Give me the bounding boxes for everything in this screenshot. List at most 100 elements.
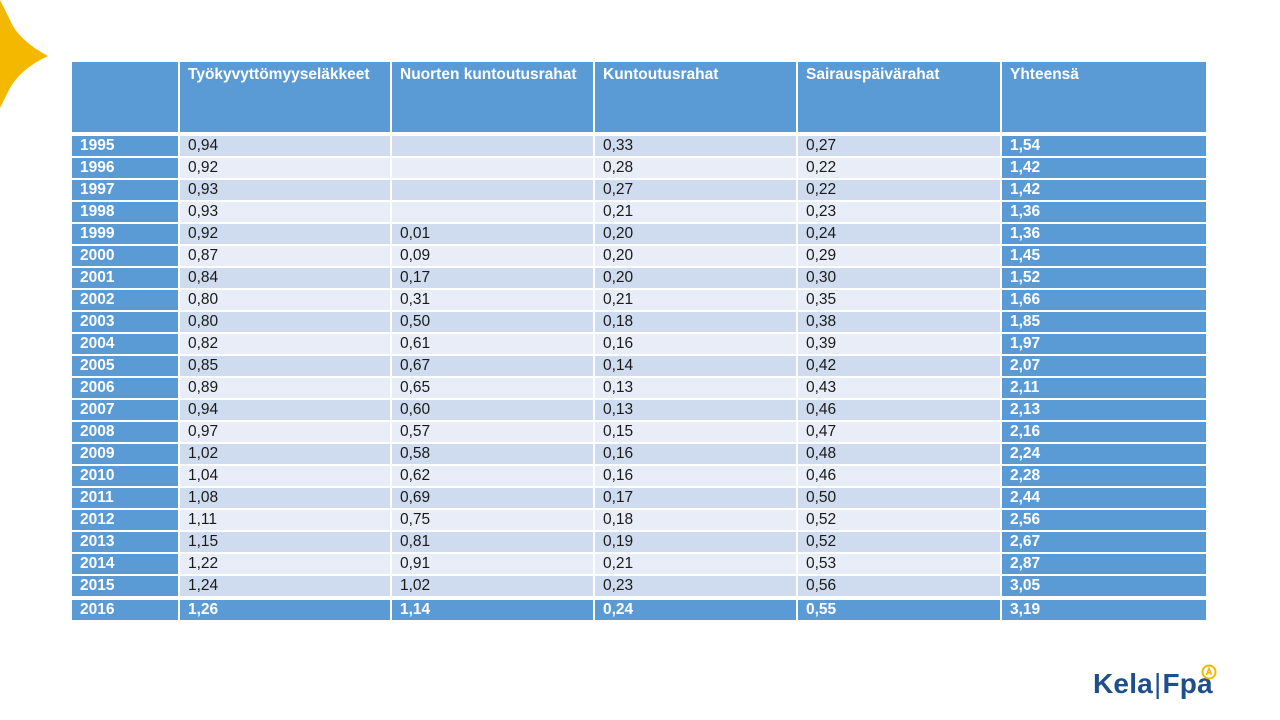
cell-year: 2001 (70, 266, 180, 290)
cell-nuorten-kuntoutusrahat: 0,69 (390, 486, 595, 510)
cell-kuntoutusrahat: 0,16 (593, 442, 798, 466)
cell-nuorten-kuntoutusrahat: 0,75 (390, 508, 595, 532)
cell-yhteensa: 1,36 (1000, 200, 1208, 224)
cell-yhteensa: 2,28 (1000, 464, 1208, 488)
cell-nuorten-kuntoutusrahat (390, 200, 595, 224)
table-row: 2014 1,22 0,91 0,21 0,53 2,87 (70, 552, 1208, 576)
cell-tyokyvyttomyyselakkeet: 1,22 (178, 552, 392, 576)
cell-sairauspaivarahat: 0,55 (796, 596, 1002, 622)
cell-year: 2015 (70, 574, 180, 599)
cell-sairauspaivarahat: 0,46 (796, 398, 1002, 422)
cell-kuntoutusrahat: 0,18 (593, 508, 798, 532)
cell-year: 2005 (70, 354, 180, 378)
cell-yhteensa: 2,16 (1000, 420, 1208, 444)
cell-yhteensa: 1,97 (1000, 332, 1208, 356)
cell-kuntoutusrahat: 0,16 (593, 464, 798, 488)
cell-sairauspaivarahat: 0,22 (796, 178, 1002, 202)
table-row: 2016 1,26 1,14 0,24 0,55 3,19 (70, 596, 1208, 622)
cell-year: 1997 (70, 178, 180, 202)
cell-yhteensa: 3,19 (1000, 596, 1208, 622)
table-row: 2000 0,87 0,09 0,20 0,29 1,45 (70, 244, 1208, 268)
cell-yhteensa: 1,42 (1000, 178, 1208, 202)
cell-sairauspaivarahat: 0,23 (796, 200, 1002, 224)
table-row: 2001 0,84 0,17 0,20 0,30 1,52 (70, 266, 1208, 290)
cell-tyokyvyttomyyselakkeet: 0,85 (178, 354, 392, 378)
cell-yhteensa: 1,85 (1000, 310, 1208, 334)
cell-nuorten-kuntoutusrahat (390, 178, 595, 202)
table-row: 2015 1,24 1,02 0,23 0,56 3,05 (70, 574, 1208, 599)
header-cell-yhteensa: Yhteensä (1000, 60, 1208, 136)
table-row: 2002 0,80 0,31 0,21 0,35 1,66 (70, 288, 1208, 312)
cell-year: 2010 (70, 464, 180, 488)
cell-nuorten-kuntoutusrahat: 0,57 (390, 420, 595, 444)
cell-tyokyvyttomyyselakkeet: 1,24 (178, 574, 392, 599)
cell-tyokyvyttomyyselakkeet: 0,87 (178, 244, 392, 268)
cell-kuntoutusrahat: 0,28 (593, 156, 798, 180)
cell-yhteensa: 2,87 (1000, 552, 1208, 576)
table-row: 1997 0,93 0,27 0,22 1,42 (70, 178, 1208, 202)
cell-sairauspaivarahat: 0,38 (796, 310, 1002, 334)
cell-nuorten-kuntoutusrahat: 0,60 (390, 398, 595, 422)
cell-yhteensa: 2,67 (1000, 530, 1208, 554)
cell-year: 1998 (70, 200, 180, 224)
header-cell-tyokyvyttomyyselakkeet: Työkyvyttömyyseläkkeet (178, 60, 392, 136)
cell-kuntoutusrahat: 0,20 (593, 222, 798, 246)
cell-nuorten-kuntoutusrahat: 0,01 (390, 222, 595, 246)
cell-tyokyvyttomyyselakkeet: 0,94 (178, 398, 392, 422)
cell-sairauspaivarahat: 0,50 (796, 486, 1002, 510)
cell-tyokyvyttomyyselakkeet: 0,80 (178, 288, 392, 312)
cell-tyokyvyttomyyselakkeet: 0,89 (178, 376, 392, 400)
cell-tyokyvyttomyyselakkeet: 1,11 (178, 508, 392, 532)
cell-yhteensa: 2,11 (1000, 376, 1208, 400)
table-row: 1998 0,93 0,21 0,23 1,36 (70, 200, 1208, 224)
cell-tyokyvyttomyyselakkeet: 1,15 (178, 530, 392, 554)
header-cell-year (70, 60, 180, 136)
cell-yhteensa: 1,36 (1000, 222, 1208, 246)
cell-sairauspaivarahat: 0,52 (796, 530, 1002, 554)
table-row: 2010 1,04 0,62 0,16 0,46 2,28 (70, 464, 1208, 488)
cell-nuorten-kuntoutusrahat: 0,31 (390, 288, 595, 312)
cell-yhteensa: 2,56 (1000, 508, 1208, 532)
cell-nuorten-kuntoutusrahat: 0,65 (390, 376, 595, 400)
cell-nuorten-kuntoutusrahat: 1,02 (390, 574, 595, 599)
cell-kuntoutusrahat: 0,16 (593, 332, 798, 356)
cell-year: 2004 (70, 332, 180, 356)
cell-yhteensa: 1,42 (1000, 156, 1208, 180)
cell-year: 2000 (70, 244, 180, 268)
cell-nuorten-kuntoutusrahat: 0,09 (390, 244, 595, 268)
cell-yhteensa: 1,54 (1000, 133, 1208, 158)
cell-year: 1999 (70, 222, 180, 246)
cell-kuntoutusrahat: 0,13 (593, 376, 798, 400)
cell-nuorten-kuntoutusrahat: 0,17 (390, 266, 595, 290)
cell-kuntoutusrahat: 0,21 (593, 288, 798, 312)
cell-sairauspaivarahat: 0,48 (796, 442, 1002, 466)
table-row: 2006 0,89 0,65 0,13 0,43 2,11 (70, 376, 1208, 400)
cell-nuorten-kuntoutusrahat: 0,50 (390, 310, 595, 334)
header-cell-nuorten-kuntoutusrahat: Nuorten kuntoutusrahat (390, 60, 595, 136)
cell-nuorten-kuntoutusrahat: 0,81 (390, 530, 595, 554)
cell-kuntoutusrahat: 0,19 (593, 530, 798, 554)
cell-yhteensa: 3,05 (1000, 574, 1208, 599)
cell-nuorten-kuntoutusrahat: 0,58 (390, 442, 595, 466)
data-table: Työkyvyttömyyseläkkeet Nuorten kuntoutus… (70, 60, 1208, 622)
cell-sairauspaivarahat: 0,46 (796, 464, 1002, 488)
table-row: 2003 0,80 0,50 0,18 0,38 1,85 (70, 310, 1208, 334)
cell-sairauspaivarahat: 0,29 (796, 244, 1002, 268)
cell-tyokyvyttomyyselakkeet: 0,82 (178, 332, 392, 356)
cell-kuntoutusrahat: 0,21 (593, 200, 798, 224)
cell-year: 1995 (70, 133, 180, 158)
cell-sairauspaivarahat: 0,53 (796, 552, 1002, 576)
cell-year: 2003 (70, 310, 180, 334)
cell-kuntoutusrahat: 0,20 (593, 266, 798, 290)
cell-yhteensa: 2,13 (1000, 398, 1208, 422)
cell-kuntoutusrahat: 0,21 (593, 552, 798, 576)
cell-tyokyvyttomyyselakkeet: 1,26 (178, 596, 392, 622)
cell-kuntoutusrahat: 0,24 (593, 596, 798, 622)
cell-sairauspaivarahat: 0,43 (796, 376, 1002, 400)
cell-kuntoutusrahat: 0,18 (593, 310, 798, 334)
cell-year: 2002 (70, 288, 180, 312)
table-row: 2011 1,08 0,69 0,17 0,50 2,44 (70, 486, 1208, 510)
kela-fpa-logo: Kela|Fpa (1093, 668, 1223, 708)
cell-sairauspaivarahat: 0,56 (796, 574, 1002, 599)
table-row: 2013 1,15 0,81 0,19 0,52 2,67 (70, 530, 1208, 554)
